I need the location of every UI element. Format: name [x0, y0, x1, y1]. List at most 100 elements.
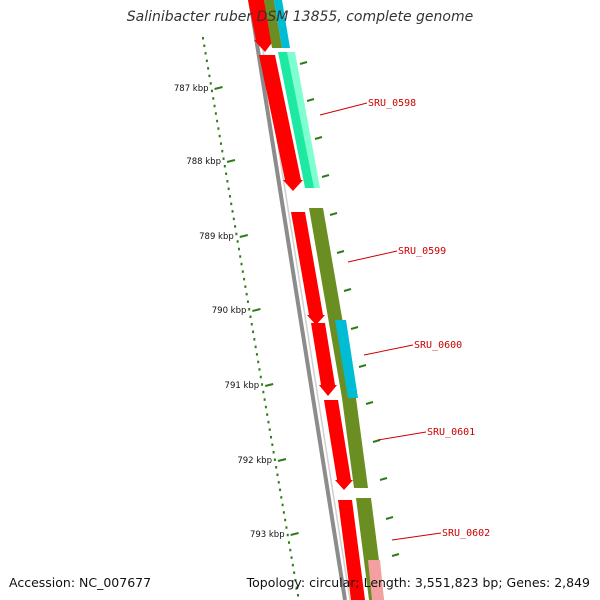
- ruler-minor-tick: [237, 247, 240, 251]
- ruler-minor-tick: [219, 142, 222, 145]
- ruler-minor-tick: [294, 578, 297, 582]
- ruler-minor-tick: [209, 82, 212, 85]
- ruler-minor-tick: [288, 541, 291, 544]
- ruler-tick-label: 788 kbp: [186, 157, 221, 167]
- map-title: Salinibacter ruber DSM 13855, complete g…: [126, 9, 474, 25]
- ruler-minor-tick: [230, 202, 233, 206]
- ruler-minor-tick: [284, 518, 287, 522]
- ruler-minor-tick: [222, 157, 225, 160]
- gene-label-leader: [363, 344, 414, 356]
- ruler-minor-tick: [281, 503, 284, 507]
- ruler-minor-tick: [249, 315, 252, 318]
- feature-band: [274, 0, 290, 48]
- ruler-minor-tick: [277, 481, 280, 484]
- ruler-major-tick: [321, 174, 330, 178]
- ruler-minor-tick: [289, 548, 292, 552]
- ruler-minor-tick: [205, 59, 208, 63]
- ruler-major-tick: [239, 234, 249, 238]
- ruler-major-tick: [306, 98, 315, 102]
- ruler-minor-tick: [280, 496, 283, 499]
- ruler-minor-tick: [207, 67, 210, 70]
- ruler-major-tick: [314, 136, 323, 140]
- ruler-tick-label: 789 kbp: [199, 232, 234, 242]
- ruler-minor-tick: [202, 37, 204, 40]
- ruler-minor-tick: [226, 180, 229, 183]
- ruler-minor-tick: [266, 413, 269, 416]
- ruler-minor-tick: [228, 195, 231, 198]
- feature-band: [342, 398, 368, 488]
- backbone-line: [248, 0, 347, 600]
- ruler-major-tick: [365, 401, 374, 405]
- ruler-minor-tick: [258, 368, 261, 371]
- feature-band: [264, 0, 282, 48]
- ruler-minor-tick: [253, 338, 256, 341]
- gene-label-leader: [391, 532, 442, 541]
- ruler-tick-label: 791 kbp: [225, 381, 260, 391]
- ruler-tick-label: 792 kbp: [237, 456, 272, 466]
- ruler-minor-tick: [204, 52, 207, 55]
- ruler-minor-tick: [240, 262, 243, 266]
- ruler-minor-tick: [216, 119, 219, 123]
- gene-label: SRU_0599: [398, 246, 446, 257]
- cds-arrow: [248, 0, 274, 52]
- ruler-minor-tick: [236, 240, 239, 243]
- ruler-minor-tick: [297, 594, 299, 597]
- gene-label-leader: [377, 431, 427, 441]
- ruler-minor-tick: [235, 232, 238, 236]
- ruler-major-tick: [343, 288, 352, 292]
- ruler-minor-tick: [290, 556, 293, 559]
- gene-label: SRU_0600: [414, 340, 462, 351]
- ruler-minor-tick: [234, 225, 237, 228]
- ruler-minor-tick: [259, 375, 262, 379]
- ruler-minor-tick: [257, 360, 260, 364]
- ruler-minor-tick: [270, 435, 273, 439]
- feature-band-highlight: [368, 560, 384, 600]
- ruler-minor-tick: [285, 526, 288, 529]
- ruler-tick-label: 790 kbp: [212, 306, 247, 316]
- ruler-minor-tick: [244, 285, 247, 288]
- ruler-minor-tick: [246, 300, 249, 303]
- feature-band: [335, 320, 358, 398]
- ruler-major-tick: [379, 477, 388, 481]
- ruler-minor-tick: [225, 172, 228, 175]
- ruler-minor-tick: [276, 473, 279, 477]
- ruler-minor-tick: [245, 292, 248, 296]
- ruler-major-tick: [252, 308, 261, 312]
- ruler-major-tick: [290, 532, 299, 536]
- cds-arrow: [291, 212, 325, 325]
- ruler-minor-tick: [282, 511, 285, 514]
- ruler-minor-tick: [273, 458, 276, 462]
- ruler-minor-tick: [221, 149, 224, 153]
- cds-arrow: [324, 400, 353, 490]
- ruler-minor-tick: [295, 586, 298, 589]
- ruler-minor-tick: [208, 74, 211, 78]
- feature-band-highlight: [287, 52, 320, 188]
- ruler-minor-tick: [262, 390, 265, 394]
- ruler-minor-tick: [218, 134, 221, 138]
- ruler-minor-tick: [212, 97, 215, 100]
- ruler-major-tick: [329, 212, 338, 216]
- ruler-minor-tick: [272, 450, 275, 454]
- ruler-minor-tick: [293, 571, 296, 574]
- ruler-minor-tick: [232, 217, 235, 221]
- ruler-minor-tick: [254, 345, 257, 349]
- gene-label-leader: [319, 102, 368, 116]
- ruler-minor-tick: [241, 270, 244, 273]
- cds-arrow: [311, 323, 337, 396]
- gene-label: SRU_0602: [442, 528, 490, 539]
- ruler-major-tick: [226, 159, 236, 163]
- ruler-minor-tick: [271, 443, 274, 446]
- genome-summary-text: Topology: circular; Length: 3,551,823 bp…: [246, 575, 590, 590]
- ruler-minor-tick: [248, 307, 251, 311]
- accession-text: Accession: NC_007677: [9, 575, 152, 590]
- ruler-minor-tick: [252, 330, 255, 334]
- ruler-major-tick: [277, 458, 287, 462]
- ruler-minor-tick: [210, 89, 213, 93]
- gene-label: SRU_0598: [368, 98, 416, 109]
- ruler-major-tick: [358, 364, 367, 368]
- ruler-minor-tick: [239, 255, 242, 258]
- ruler-minor-tick: [264, 405, 267, 409]
- gene-label: SRU_0601: [427, 427, 475, 438]
